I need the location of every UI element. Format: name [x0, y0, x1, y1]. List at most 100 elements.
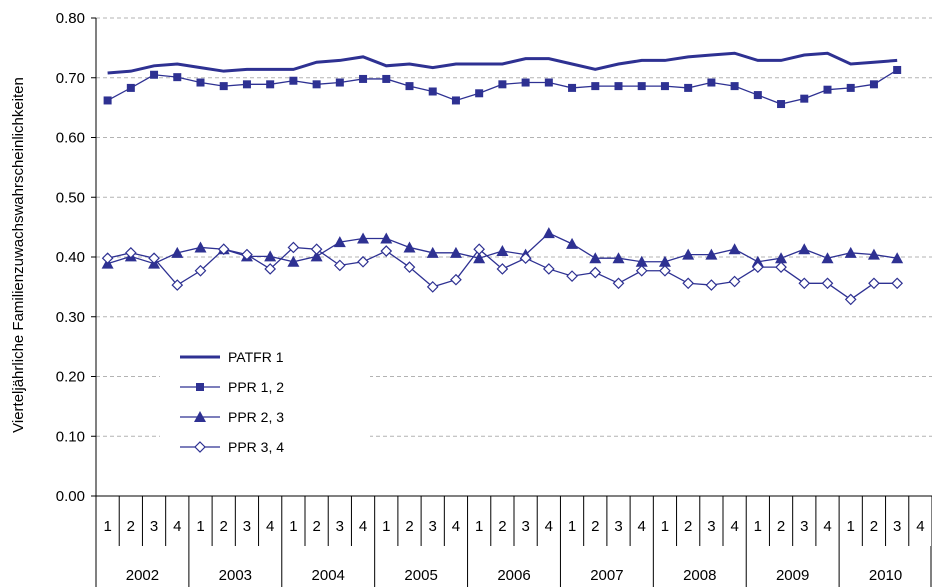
y-tick-label: 0.60	[56, 130, 85, 147]
data-point	[473, 243, 486, 256]
data-point	[730, 82, 739, 91]
data-point	[637, 82, 646, 91]
quarter-label: 4	[359, 518, 367, 535]
data-point	[751, 255, 764, 267]
data-point	[217, 243, 230, 256]
data-point	[635, 255, 648, 267]
data-point	[473, 252, 486, 264]
quarter-label: 4	[823, 518, 831, 535]
data-point	[821, 252, 834, 264]
data-point	[194, 241, 207, 253]
data-point	[544, 78, 553, 87]
data-point	[150, 70, 159, 79]
data-point	[287, 255, 300, 267]
quarter-label: 4	[545, 518, 553, 535]
data-point	[705, 279, 718, 291]
data-point	[451, 96, 460, 105]
data-point	[682, 248, 695, 260]
x-axis-categories: 1 2 3 4 1 2 3 4 1 2 3 4 1 2 3 4 1 2 3 4 1 2 3 4 1 2 3 4 1 2 3 4 1 2 3 42002…	[95, 496, 932, 587]
y-tick-label: 0.50	[56, 189, 85, 206]
quarter-label: 2	[870, 518, 878, 535]
data-point	[335, 78, 344, 87]
data-point	[775, 261, 787, 274]
year-label: 2009	[776, 567, 809, 584]
y-tick-label: 0.20	[56, 369, 85, 386]
data-point	[242, 80, 251, 89]
data-point	[450, 273, 462, 286]
quarter-label: 3	[150, 518, 158, 535]
data-point	[705, 248, 718, 260]
quarter-label: 3	[521, 518, 529, 535]
data-point	[289, 76, 298, 85]
quarter-label: 1	[475, 518, 483, 535]
data-point	[173, 73, 182, 82]
data-point	[287, 241, 300, 254]
series-lines	[101, 51, 904, 306]
data-point	[612, 252, 625, 264]
data-point	[867, 248, 880, 260]
data-point	[380, 232, 393, 244]
data-point	[753, 91, 762, 100]
year-label: 2008	[683, 567, 716, 584]
data-point	[728, 243, 741, 255]
data-point	[844, 246, 857, 258]
data-point	[496, 263, 509, 275]
quarter-label: 4	[638, 518, 646, 535]
quarter-label: 2	[498, 518, 506, 535]
y-tick-label: 0.40	[56, 249, 85, 266]
data-point	[357, 232, 370, 244]
legend-label: PATFR 1	[228, 349, 284, 365]
quarter-label: 3	[893, 518, 901, 535]
data-point	[542, 227, 555, 239]
data-point	[426, 246, 439, 258]
data-point	[777, 100, 786, 109]
year-label: 2007	[590, 567, 623, 584]
legend-label: PPR 1, 2	[228, 379, 284, 395]
quarter-label: 1	[847, 518, 855, 535]
year-label: 2010	[869, 567, 902, 584]
quarter-label: 3	[243, 518, 251, 535]
data-point	[403, 261, 416, 274]
data-point	[798, 277, 811, 290]
data-point	[449, 246, 462, 258]
data-point	[310, 250, 323, 262]
data-point	[194, 411, 206, 422]
data-point	[589, 252, 602, 264]
data-point	[359, 74, 368, 83]
legend-background	[160, 340, 370, 460]
data-point	[823, 85, 832, 94]
series-line	[107, 51, 898, 75]
quarter-label: 3	[614, 518, 622, 535]
data-point	[428, 87, 437, 96]
y-tick-label: 0.30	[56, 309, 85, 326]
gridlines	[96, 17, 932, 437]
data-point	[821, 277, 834, 290]
data-point	[800, 94, 809, 103]
quarter-label: 2	[220, 518, 228, 535]
y-tick-label: 0.10	[56, 428, 85, 445]
quarter-label: 1	[382, 518, 390, 535]
data-point	[264, 263, 277, 275]
quarter-label: 1	[568, 518, 576, 535]
data-point	[171, 279, 184, 291]
quarter-label: 1	[196, 518, 204, 535]
data-point	[382, 74, 391, 83]
quarter-label: 2	[777, 518, 785, 535]
data-point	[682, 277, 695, 290]
data-point	[498, 80, 507, 89]
data-point	[475, 89, 484, 98]
data-point	[612, 277, 625, 290]
quarter-label: 4	[173, 518, 181, 535]
quarter-label: 1	[103, 518, 111, 535]
data-point	[891, 252, 904, 264]
y-tick-label: 0.80	[56, 10, 85, 27]
data-point	[614, 82, 623, 91]
data-point	[568, 83, 577, 92]
data-point	[124, 246, 137, 259]
data-point	[660, 82, 669, 91]
quarter-label: 2	[684, 518, 692, 535]
quarter-label: 2	[127, 518, 135, 535]
data-point	[196, 383, 204, 391]
quarter-label: 2	[591, 518, 599, 535]
